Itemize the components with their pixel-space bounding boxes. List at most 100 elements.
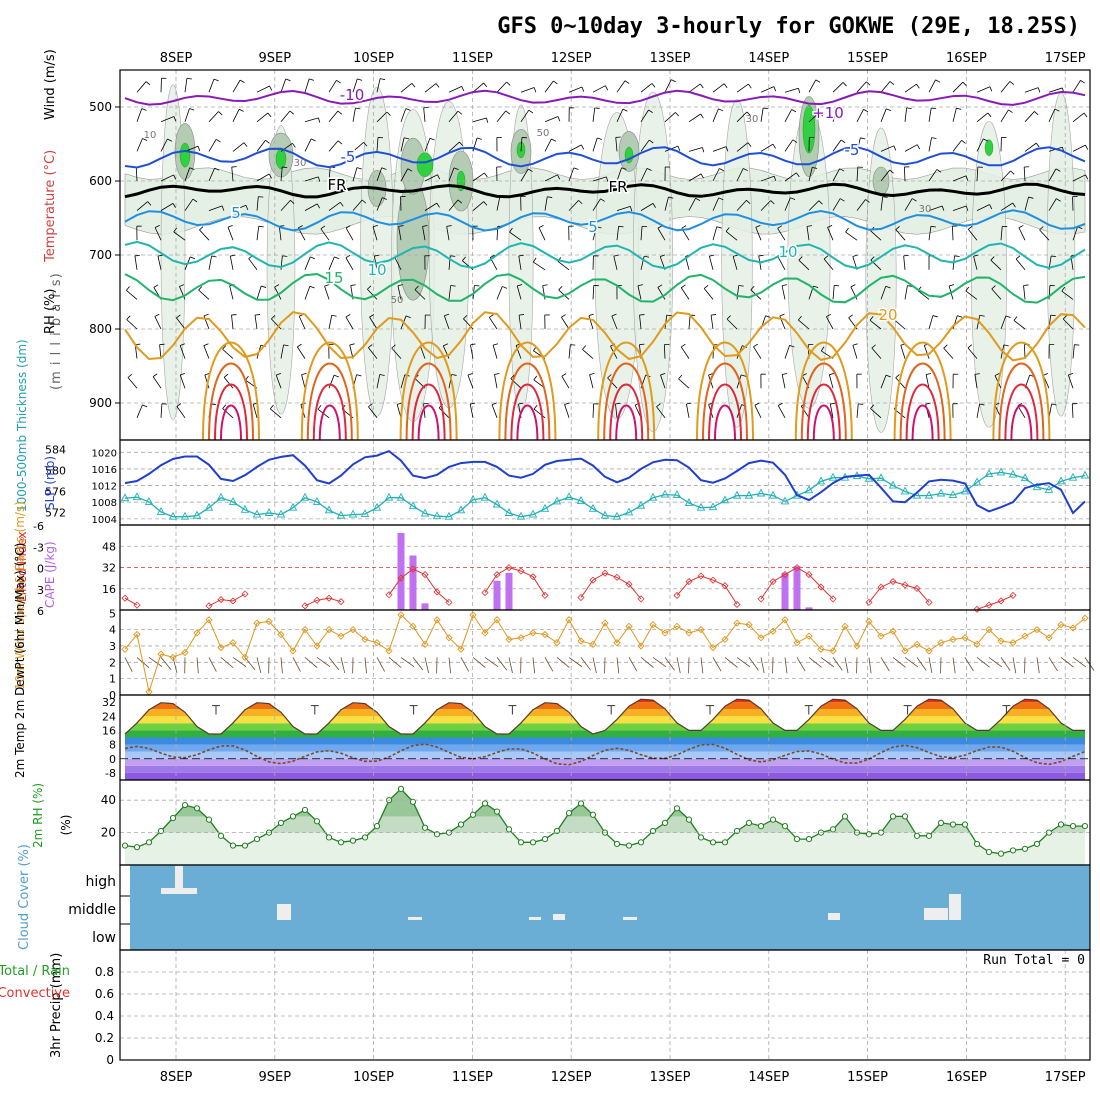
wind-barb — [126, 290, 137, 299]
thickness-point — [350, 511, 357, 517]
wind-barb — [249, 259, 257, 270]
wind-barb-flag — [357, 79, 362, 81]
wind-barb-flag — [232, 315, 237, 316]
contour-label: -5 — [845, 141, 860, 159]
wind-barb-flag — [430, 138, 435, 140]
wind-barb — [785, 109, 792, 121]
wind-barb — [846, 232, 857, 240]
wind-barb — [593, 404, 594, 418]
wind-barb — [829, 375, 833, 389]
rh2m-point — [194, 806, 199, 811]
wind-barb — [153, 377, 161, 389]
precip-total-legend: Total / Rain — [0, 964, 70, 979]
thickness-point — [758, 490, 765, 497]
wind-barb-flag — [711, 314, 716, 315]
rh2m-point — [902, 814, 907, 819]
temp-band — [120, 723, 1090, 730]
precip-tick-label: 0.6 — [95, 987, 114, 1001]
wind-barb — [711, 315, 713, 329]
contour-label: 10 — [778, 243, 797, 261]
wind-barb — [346, 228, 353, 240]
wind-barb — [180, 375, 185, 388]
wind10m-barb — [533, 657, 535, 673]
wind-barb — [679, 379, 689, 388]
wind-barb-flag — [816, 80, 820, 82]
wind10m-barb — [221, 657, 233, 667]
cloud-level-label: low — [92, 930, 116, 946]
precip-tick-label: 0.8 — [95, 965, 114, 979]
wind-barb — [228, 227, 233, 240]
wind-barb — [177, 406, 185, 417]
wind-barb — [1019, 228, 1025, 241]
wind-barb-flag — [286, 79, 291, 81]
wind-barb-flag — [533, 258, 536, 262]
wind-barb — [1025, 111, 1034, 121]
wind-barb-flag — [346, 255, 350, 258]
wind-barb — [305, 79, 309, 92]
wind-barb-flag — [1006, 316, 1011, 318]
wind-barb — [424, 108, 425, 122]
li-point — [734, 601, 740, 607]
wind-barb — [1001, 110, 1008, 122]
wind-barb — [545, 117, 558, 122]
rh2m-point — [830, 827, 835, 832]
wind-barb-flag — [990, 87, 992, 92]
wind-barb — [689, 84, 700, 92]
wind-barb-flag — [640, 315, 645, 316]
wind-barb-flag — [792, 109, 796, 111]
ua-temp-label: Temperature (°C) — [43, 150, 58, 263]
wind-barb-flag — [534, 88, 536, 93]
wind10m-barb — [329, 657, 339, 670]
day-label-bottom: 11SEP — [452, 1070, 493, 1085]
rh2m-point — [614, 841, 619, 846]
rh2m-point — [914, 833, 919, 838]
day-label-top: 17SEP — [1045, 51, 1086, 66]
thickness-point — [266, 509, 273, 516]
wind-barb — [495, 374, 497, 388]
rh2m-point — [842, 814, 847, 819]
wind-barb — [539, 228, 545, 241]
wind-barb-flag — [652, 83, 655, 87]
wind-barb — [230, 256, 233, 270]
wind-tick-label: 2 — [109, 656, 116, 669]
wind-barb — [209, 139, 216, 151]
wind-barb — [401, 83, 412, 92]
wind-barb — [137, 109, 142, 122]
wind-barb — [881, 81, 890, 92]
slp-tick-label: 1016 — [92, 465, 117, 476]
wind-barb-flag — [853, 344, 858, 345]
wind-barb-flag — [495, 374, 500, 375]
wind-barb — [761, 87, 774, 93]
chart-title: GFS 0~10day 3-hourly for GOKWE (29E, 18.… — [497, 14, 1080, 39]
wind-barb-flag — [866, 82, 870, 85]
wind-barb — [223, 349, 233, 358]
wind-barb — [1073, 113, 1084, 122]
wind-barb-flag — [484, 83, 487, 87]
ua-rh-label: RH (%) — [43, 289, 58, 334]
warm-isotherm-loop — [314, 385, 346, 441]
wind-barb-flag — [219, 112, 223, 115]
wind-barb — [329, 80, 336, 92]
wind-barb-flag — [623, 109, 628, 111]
wind-barb — [704, 288, 713, 299]
wind-barb-flag — [539, 225, 544, 227]
wind-barb-flag — [190, 257, 195, 259]
y-tick-label: 500 — [89, 100, 112, 114]
wind10m-barb — [425, 657, 429, 673]
wind-barb — [233, 80, 240, 92]
slp-line — [125, 451, 1085, 513]
wind-barb — [562, 376, 569, 388]
day-label-bottom: 10SEP — [353, 1070, 394, 1085]
wind-barb-flag — [351, 285, 356, 286]
wind-barb-flag — [290, 111, 294, 114]
wind-barb — [590, 375, 593, 389]
wind-barb — [1014, 320, 1025, 329]
rh-blob-green — [276, 149, 286, 169]
wind-barb-flag — [310, 286, 315, 288]
wind-barb-flag — [581, 145, 583, 149]
wind-barb-flag — [297, 344, 301, 347]
wind10m-barb — [929, 657, 932, 673]
wind-barb — [185, 78, 187, 92]
wind-barb — [127, 319, 137, 329]
